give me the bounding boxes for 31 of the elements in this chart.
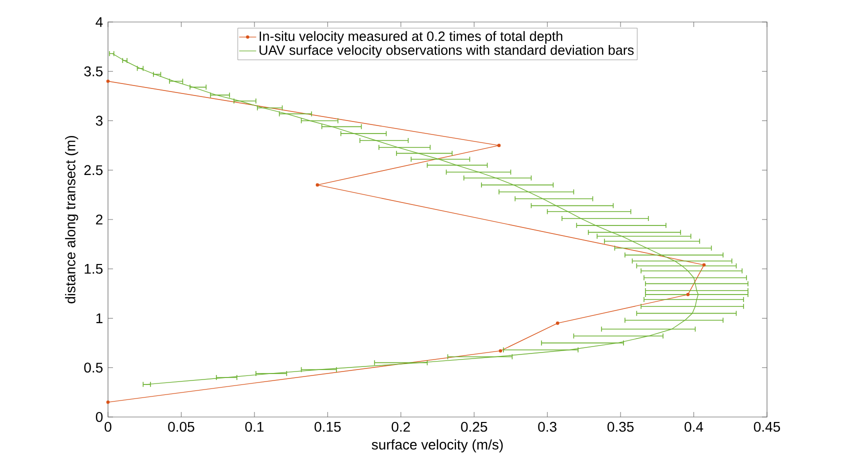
x-tick-label: 0.25: [461, 422, 488, 432]
point: [497, 144, 501, 148]
x-axis-title: surface velocity (m/s): [372, 439, 503, 452]
legend-label: In-situ velocity measured at 0.2 times of total depth: [260, 31, 562, 44]
y-tick-label: 3.5: [84, 66, 103, 76]
point: [106, 400, 110, 404]
point: [556, 322, 560, 325]
y-tick-label: 4: [96, 17, 103, 27]
y-tick-label: 1.5: [84, 264, 103, 274]
point: [106, 80, 110, 83]
x-tick-label: 0: [104, 422, 112, 432]
x-tick-label: 0.45: [754, 422, 780, 432]
x-tick-label: 0.05: [168, 422, 194, 432]
y-tick-label: 0.5: [84, 362, 103, 373]
y-axis-title: distance along transect (m): [65, 136, 78, 304]
y-tick-label: 3: [96, 116, 103, 126]
point: [316, 183, 320, 187]
y-tick-label: 1: [96, 313, 102, 324]
x-tick-label: 0.35: [607, 422, 634, 432]
x-tick-label: 0.15: [314, 422, 341, 432]
x-tick-label: 0.3: [538, 422, 556, 432]
y-tick-label: 0: [96, 412, 103, 422]
point: [686, 292, 690, 296]
y-tick-label: 2: [96, 214, 102, 224]
legend-label: UAV surface velocity observations with standard deviation bars: [260, 44, 634, 58]
y-tick-label: 2.5: [84, 165, 103, 176]
x-tick-label: 0.2: [392, 422, 410, 432]
point: [702, 263, 706, 267]
point: [498, 349, 502, 352]
x-tick-label: 0.4: [684, 422, 704, 432]
x-tick-label: 0.1: [245, 422, 264, 432]
